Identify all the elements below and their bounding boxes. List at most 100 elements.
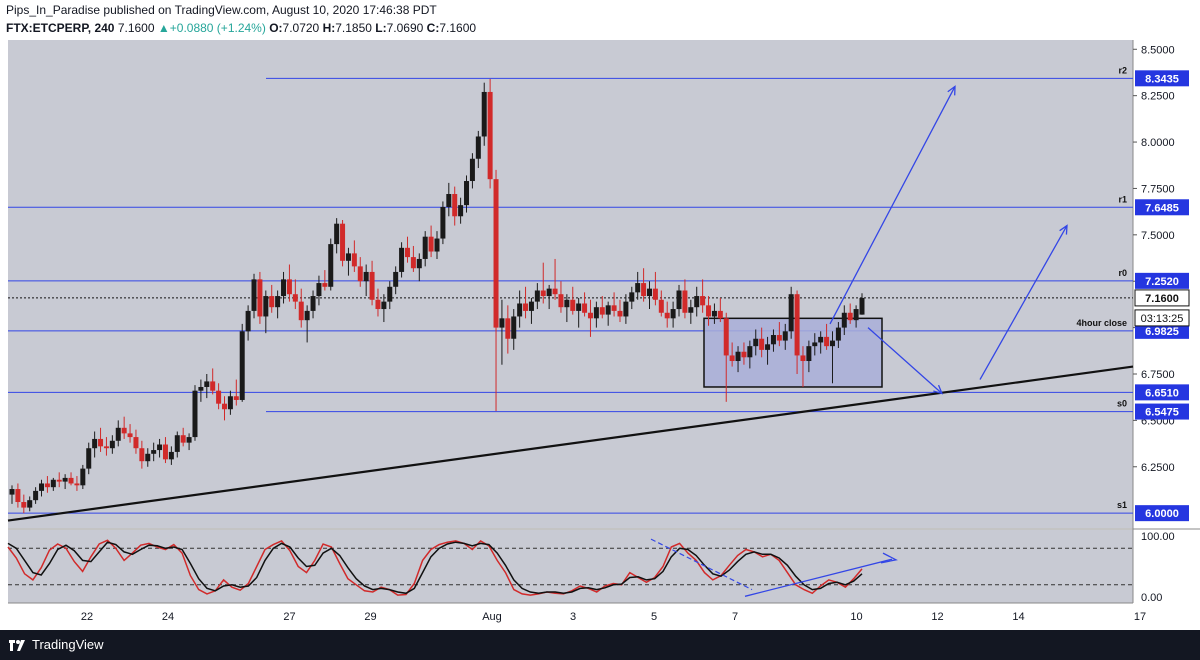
candle-body [835, 327, 841, 341]
candle-body [493, 179, 499, 328]
candle-body [617, 310, 623, 317]
candle-body [168, 451, 174, 460]
candle-body [711, 310, 717, 317]
close-label: C: [426, 21, 440, 35]
candle-body [56, 479, 62, 482]
price-tick-label: 8.0000 [1141, 137, 1175, 149]
candle-body [505, 318, 511, 339]
candle-body [446, 194, 452, 207]
candle-body [103, 446, 109, 449]
candle-body [469, 158, 475, 182]
price-tick-label: 6.7500 [1141, 369, 1175, 381]
candle-body [162, 444, 168, 460]
candle-body [286, 279, 292, 295]
last-price-tag-text: 7.1600 [1145, 293, 1179, 305]
candle-body [422, 236, 428, 259]
projection-arrow-up-head [1059, 224, 1068, 235]
change-text: +0.0880 (+1.24%) [169, 21, 266, 35]
level-price-tag [1135, 199, 1189, 216]
candle-body [127, 433, 133, 438]
candle-body [233, 396, 239, 400]
candle-body [115, 427, 121, 441]
oscillator-tick-label: 100.00 [1141, 531, 1175, 543]
level-price-tag-text: 6.5475 [1145, 407, 1179, 419]
candle-body [216, 390, 222, 404]
candle-body [723, 318, 729, 356]
publish-line: Pips_In_Paradise published on TradingVie… [6, 3, 437, 17]
level-price-tag [1135, 272, 1189, 289]
candle-body [351, 253, 357, 267]
price-chart[interactable]: 8.50008.25008.00007.75007.50007.25007.00… [0, 40, 1200, 630]
candle-body [198, 386, 204, 391]
time-tick-label: 7 [732, 611, 738, 623]
candle-body [239, 331, 245, 400]
candle-body [552, 288, 558, 295]
candle-body [340, 223, 346, 261]
level-label: r2 [1118, 65, 1127, 75]
candle-body [652, 288, 658, 300]
candle-body [404, 247, 410, 258]
candle-body [582, 303, 588, 313]
candle-body [717, 310, 723, 319]
time-tick-label: 12 [931, 611, 943, 623]
candle-body [841, 312, 847, 328]
candle-body [528, 301, 534, 311]
projection-arrow-high [829, 86, 956, 325]
candle-body [80, 468, 86, 486]
candle-body [357, 266, 363, 282]
projection-arrow-up [979, 225, 1068, 380]
candle-body [174, 435, 180, 452]
close-value: 7.1600 [439, 21, 477, 35]
candle-body [222, 403, 227, 410]
candle-body [747, 346, 753, 358]
candle-body [145, 453, 151, 462]
candle-body [310, 296, 316, 311]
candle-body [658, 299, 664, 313]
candle-body [139, 448, 145, 462]
level-price-tag [1135, 403, 1189, 420]
open-value: 7.0720 [282, 21, 320, 35]
candle-body [499, 318, 505, 328]
candle-body [576, 303, 582, 311]
symbol-label: FTX:ETCPERP, 240 [6, 21, 115, 35]
candle-body [706, 305, 712, 317]
oscillator-support-line [744, 558, 893, 597]
candle-body [275, 296, 281, 308]
candle-body [853, 309, 859, 321]
candle-body [641, 283, 647, 297]
candle-body [92, 438, 98, 449]
price-tick-label: 7.7500 [1141, 183, 1175, 195]
candle-body [33, 490, 39, 501]
candle-body [452, 194, 458, 217]
candle-body [534, 290, 540, 302]
tradingview-brand: TradingView [32, 637, 104, 652]
candle-body [818, 336, 824, 343]
level-price-tag [1135, 384, 1189, 401]
candle-body [682, 290, 688, 313]
candle-body [788, 294, 794, 332]
last-price-tag [1134, 289, 1190, 307]
projection-arrow-down-head [933, 384, 944, 395]
countdown-tag [1134, 309, 1190, 327]
candle-body [670, 309, 676, 319]
candle-body [375, 299, 381, 310]
candle-body [741, 351, 747, 358]
candle-body [824, 336, 830, 347]
candle-body [39, 483, 45, 491]
candle-body [227, 396, 233, 410]
candle-body [558, 294, 564, 308]
candle-body [587, 312, 593, 319]
candle-body [399, 247, 405, 272]
low-value: 7.0690 [386, 21, 424, 35]
level-price-tag-text: 6.0000 [1145, 508, 1179, 520]
level-label: s1 [1117, 500, 1127, 510]
candle-body [62, 477, 68, 482]
level-label: 4hour close [1076, 318, 1127, 328]
time-tick-label: 14 [1012, 611, 1024, 623]
candle-body [210, 381, 216, 391]
high-label: H: [322, 21, 336, 35]
candle-body [322, 283, 328, 287]
candle-body [458, 205, 464, 217]
candle-body [599, 307, 605, 315]
candle-body [564, 299, 570, 308]
